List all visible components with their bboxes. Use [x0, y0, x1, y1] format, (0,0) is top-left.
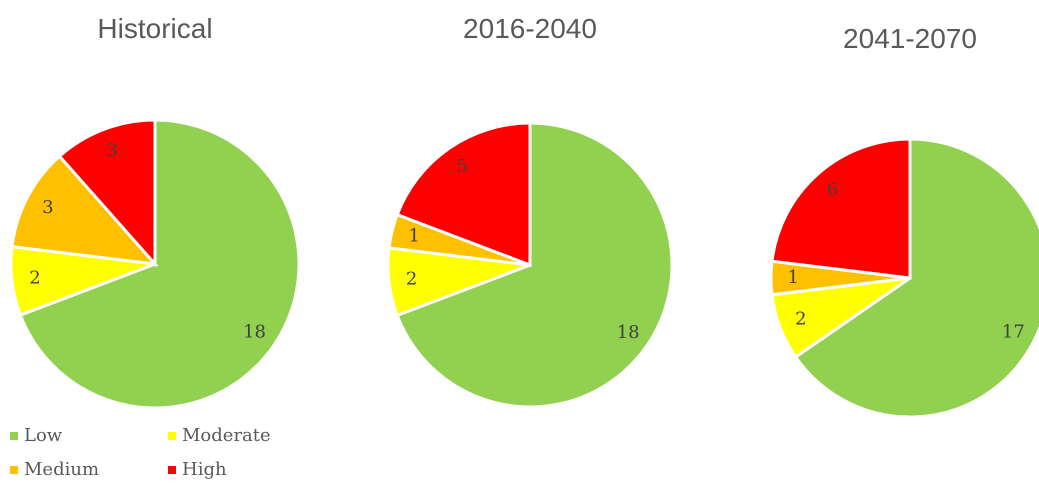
chart-title: 2016-2040 — [463, 13, 597, 44]
pie-slice — [57, 118, 157, 268]
pie-slice — [395, 121, 532, 268]
pie-slice — [10, 154, 159, 266]
legend-swatch — [10, 466, 18, 474]
legend-label: High — [182, 459, 227, 480]
data-label: 2 — [406, 268, 417, 289]
pie-slice — [395, 121, 674, 409]
data-label: 5 — [457, 156, 468, 177]
legend-swatch — [168, 466, 176, 474]
data-label: 18 — [617, 322, 640, 343]
pie-slice — [18, 118, 301, 410]
legend-label: Low — [24, 425, 63, 446]
legend-label: Moderate — [182, 425, 271, 446]
pie-slice — [770, 137, 912, 280]
data-label: 1 — [788, 267, 799, 288]
chart-title: 2041-2070 — [843, 23, 977, 54]
data-label: 6 — [827, 180, 838, 201]
legend-swatch — [10, 432, 18, 440]
pie-slice — [793, 137, 1039, 419]
data-label: 17 — [1002, 321, 1025, 342]
data-label: 2 — [795, 308, 806, 329]
data-label: 3 — [42, 197, 53, 218]
legend-label: Medium — [24, 459, 99, 480]
data-label: 2 — [29, 268, 40, 289]
chart-title: Historical — [97, 13, 212, 44]
data-label: 18 — [243, 322, 266, 343]
legend-swatch — [168, 432, 176, 440]
data-label: 3 — [106, 140, 117, 161]
data-label: 1 — [408, 225, 419, 246]
